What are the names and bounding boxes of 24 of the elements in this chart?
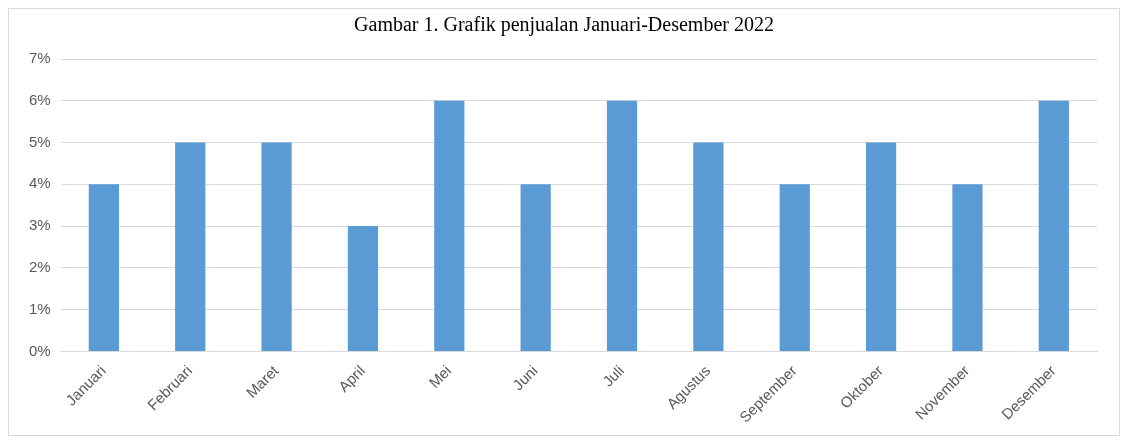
y-tick-label: 1%: [28, 299, 51, 317]
y-tick-label: 4%: [28, 174, 51, 192]
y-tick-label: 3%: [28, 216, 51, 234]
bar: [434, 100, 465, 351]
y-tick-label: 2%: [28, 257, 51, 275]
y-tick-label: 5%: [28, 132, 51, 150]
x-tick-label: Juli: [599, 361, 628, 390]
bar: [606, 100, 638, 351]
x-tick-label: Juni: [509, 361, 541, 394]
bar: [175, 142, 206, 351]
bar: [261, 142, 292, 351]
bar: [347, 226, 379, 351]
y-tick-label: 7%: [28, 49, 51, 67]
bar: [693, 142, 724, 351]
bar: [865, 142, 897, 351]
x-tick-label: Mei: [425, 361, 455, 391]
y-tick-label: 6%: [28, 90, 51, 108]
bar: [1038, 100, 1069, 351]
bar: [952, 184, 983, 351]
bar: [88, 184, 119, 351]
y-tick-label: 0%: [28, 341, 51, 359]
bar: [520, 184, 551, 351]
chart-title: Gambar 1. Grafik penjualan Januari-Desember 2022: [353, 12, 775, 38]
bar: [779, 184, 810, 351]
